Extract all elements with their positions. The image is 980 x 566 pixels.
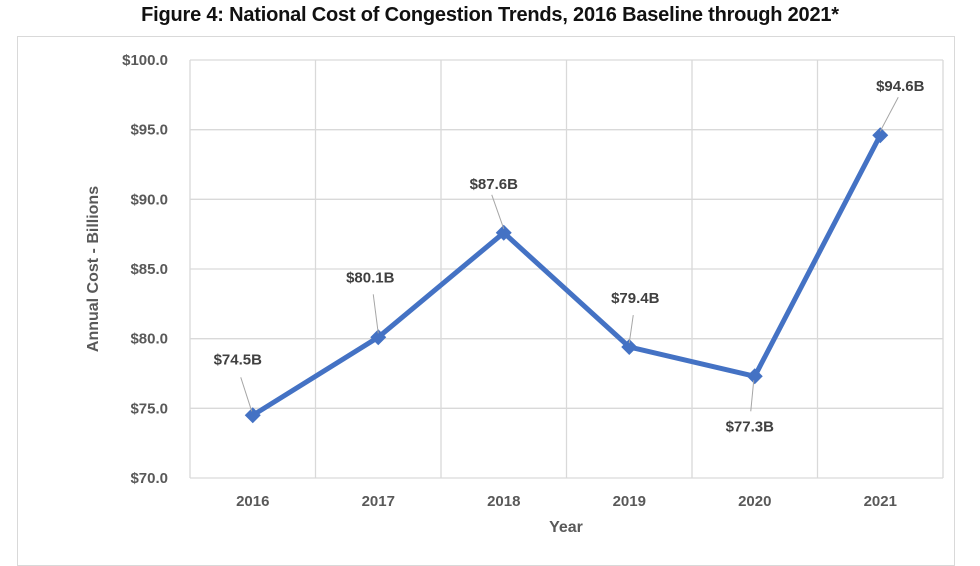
data-point-marker xyxy=(495,224,512,241)
line-chart: $70.0 $75.0 $80.0 $85.0 $90.0 $95.0 $100.0 201… xyxy=(85,52,944,536)
y-tick-label: $95.0 xyxy=(130,122,168,139)
data-labels: $74.5B $80.1B $87.6B $79.4B $77.3B $94.6B xyxy=(214,78,925,435)
data-label: $94.6B xyxy=(876,78,925,95)
leader-line xyxy=(491,194,505,229)
data-point-marker xyxy=(370,329,387,346)
y-axis-title: Annual Cost - Billions xyxy=(85,186,102,352)
y-tick-label: $70.0 xyxy=(130,470,168,487)
y-tick-label: $80.0 xyxy=(130,331,168,348)
y-tick-label: $90.0 xyxy=(130,191,168,208)
chart-title: Figure 4: National Cost of Congestion Tr… xyxy=(141,4,839,26)
leader-line xyxy=(372,294,379,334)
series-line-group xyxy=(244,127,889,424)
x-axis-ticks: 2016 2017 2018 2019 2020 2021 xyxy=(236,493,897,510)
x-axis-title: Year xyxy=(549,519,583,536)
leader-line xyxy=(879,97,899,132)
data-label: $79.4B xyxy=(611,290,660,307)
data-point-marker xyxy=(621,339,638,356)
data-point-marker xyxy=(746,368,763,385)
y-axis-ticks: $70.0 $75.0 $80.0 $85.0 $90.0 $95.0 $100.0 xyxy=(122,52,168,487)
data-label: $87.6B xyxy=(470,176,519,193)
leader-line xyxy=(628,314,634,344)
y-tick-label: $100.0 xyxy=(122,52,168,69)
data-label: $77.3B xyxy=(726,418,775,435)
x-tick-label: 2020 xyxy=(738,493,771,510)
x-tick-label: 2019 xyxy=(613,493,646,510)
data-label: $80.1B xyxy=(346,269,395,286)
series-line xyxy=(251,134,883,418)
leader-line xyxy=(240,377,253,412)
x-tick-label: 2021 xyxy=(864,493,897,510)
x-tick-label: 2016 xyxy=(236,493,269,510)
leader-line xyxy=(750,380,755,412)
y-tick-label: $75.0 xyxy=(130,400,168,417)
data-point-marker xyxy=(872,127,889,144)
gridlines xyxy=(189,59,944,479)
data-label: $74.5B xyxy=(214,351,263,368)
y-tick-label: $85.0 xyxy=(130,261,168,278)
x-tick-label: 2018 xyxy=(487,493,520,510)
x-tick-label: 2017 xyxy=(362,493,395,510)
data-point-marker xyxy=(244,407,261,424)
